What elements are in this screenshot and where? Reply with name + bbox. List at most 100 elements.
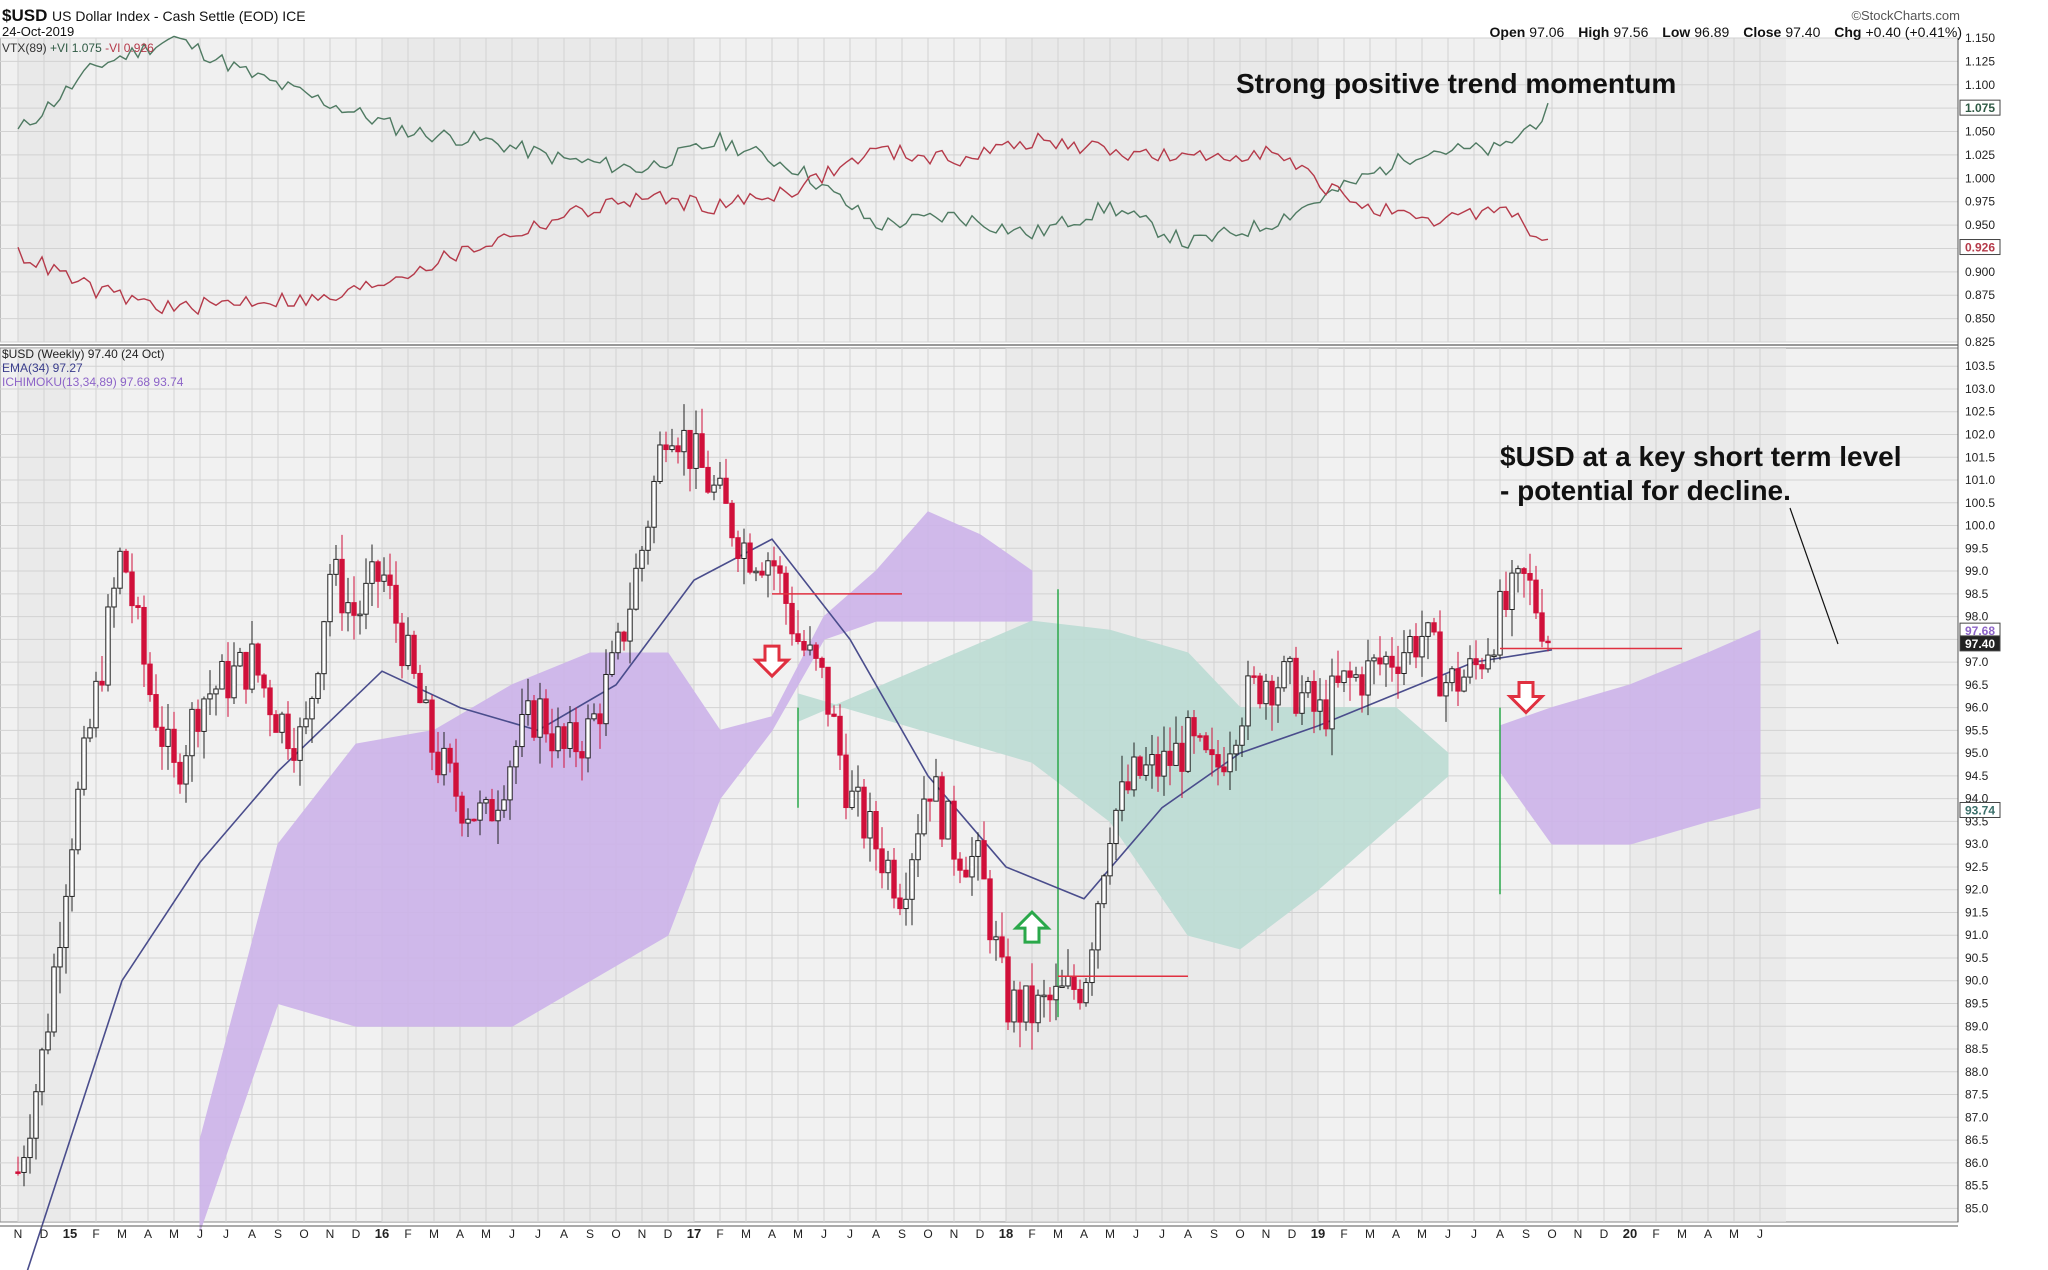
candle-body — [1173, 742, 1179, 766]
candle-body — [297, 726, 303, 761]
axes: N D 15 F M A M J J A S O N D 16 F M A M J J A S O N D 17 F M A M J J A S O N… — [0, 31, 2001, 1241]
price-tick-label: 98.5 — [1965, 587, 1989, 601]
candle-body — [1377, 657, 1383, 665]
price-tick-label: 95.5 — [1965, 723, 1989, 737]
candle-body — [645, 526, 651, 551]
candle-body — [411, 634, 417, 674]
candle-body — [1539, 612, 1545, 642]
candle-body — [69, 849, 75, 897]
price-tick-label: 94.5 — [1965, 769, 1989, 783]
price-tick-label: 96.5 — [1965, 678, 1989, 692]
x-tick-label: A — [1496, 1227, 1504, 1241]
candle-body — [453, 762, 459, 797]
candle-body — [153, 694, 159, 728]
chart-date: 24-Oct-2019 — [2, 24, 75, 39]
candle-body — [1281, 661, 1287, 689]
candle-body — [321, 621, 327, 675]
price-tick-label: 100.0 — [1965, 519, 1995, 533]
candle-body — [663, 444, 669, 451]
candle-body — [21, 1157, 27, 1173]
candle-body — [1365, 660, 1371, 696]
candle-body — [1323, 699, 1329, 730]
x-tick-label: D — [1600, 1227, 1609, 1241]
candle-body — [939, 776, 945, 840]
candle-body — [639, 549, 645, 569]
x-tick-label: D — [976, 1227, 985, 1241]
candle-body — [519, 713, 525, 748]
candle-body — [105, 606, 111, 686]
candle-body — [1467, 658, 1473, 678]
price-tick-label: 91.5 — [1965, 905, 1989, 919]
candle-body — [933, 776, 939, 802]
vtx-tick-label: 0.875 — [1965, 288, 1995, 302]
x-tick-label: O — [1547, 1227, 1556, 1241]
candle-body — [375, 561, 381, 582]
x-tick-label: A — [1704, 1227, 1712, 1241]
candle-body — [735, 537, 741, 559]
candle-body — [129, 571, 135, 607]
candle-body — [1113, 809, 1119, 845]
candle-body — [753, 570, 759, 574]
key-level-annotation-line2: - potential for decline. — [1500, 475, 1791, 506]
candle-body — [1155, 754, 1161, 777]
candle-body — [1335, 675, 1341, 684]
candle-body — [393, 584, 399, 624]
panel-backgrounds — [0, 37, 1959, 1223]
x-tick-label: M — [1365, 1227, 1375, 1241]
price-tick-label: 99.5 — [1965, 541, 1989, 555]
candle-body — [225, 660, 231, 699]
vtx-tick-label: 1.150 — [1965, 31, 1995, 45]
candle-body — [165, 728, 171, 747]
candle-body — [1353, 674, 1359, 678]
candle-body — [93, 680, 99, 729]
vtx-tick-label: 1.050 — [1965, 125, 1995, 139]
candle-body — [291, 748, 297, 761]
momentum-annotation: Strong positive trend momentum — [1236, 68, 1677, 99]
candle-body — [1383, 655, 1389, 665]
candle-body — [1053, 985, 1059, 1001]
price-tick-label: 87.5 — [1965, 1088, 1989, 1102]
candle-body — [777, 565, 783, 574]
price-tick-label: 85.0 — [1965, 1201, 1989, 1215]
vtx-tick-label: 1.125 — [1965, 54, 1995, 68]
candle-body — [513, 746, 519, 768]
x-tick-label: N — [638, 1227, 647, 1241]
candle-body — [459, 795, 465, 824]
price-tick-label: 87.0 — [1965, 1110, 1989, 1124]
candle-body — [609, 652, 615, 675]
candle-body — [1221, 766, 1227, 773]
candle-body — [1311, 680, 1317, 712]
candle-body — [237, 651, 243, 667]
x-tick-label: S — [586, 1227, 594, 1241]
x-tick-label: M — [169, 1227, 179, 1241]
description-text: US Dollar Index - Cash Settle (EOD) — [52, 8, 279, 24]
price-tick-label: 100.5 — [1965, 496, 1995, 510]
candle-body — [1203, 735, 1209, 751]
candle-body — [39, 1049, 45, 1093]
candle-body — [369, 561, 375, 584]
candle-body — [591, 713, 597, 720]
candle-body — [579, 751, 585, 759]
x-tick-label: F — [1340, 1227, 1347, 1241]
x-tick-label: A — [872, 1227, 880, 1241]
candle-body — [1023, 985, 1029, 1023]
x-tick-label: M — [429, 1227, 439, 1241]
signal-vertical-lines — [797, 589, 1501, 1018]
price-tick-label: 103.0 — [1965, 382, 1995, 396]
candle-body — [1305, 680, 1311, 694]
price-legend: $USD (Weekly) 97.40 (24 Oct) — [2, 347, 165, 361]
price-tick-label: 85.5 — [1965, 1179, 1989, 1193]
x-tick-label: J — [223, 1227, 229, 1241]
x-tick-label: 20 — [1623, 1226, 1637, 1241]
candle-body — [747, 542, 753, 573]
x-tick-label: 15 — [63, 1226, 77, 1241]
candle-body — [1047, 994, 1053, 1001]
price-tick-label: 93.0 — [1965, 837, 1989, 851]
candle-body — [147, 663, 153, 696]
candle-body — [75, 788, 81, 851]
candle-body — [1227, 753, 1233, 773]
price-tick-label: 88.0 — [1965, 1065, 1989, 1079]
candle-body — [27, 1137, 33, 1159]
cloud-future — [1499, 629, 1761, 845]
candle-body — [1029, 985, 1035, 1024]
